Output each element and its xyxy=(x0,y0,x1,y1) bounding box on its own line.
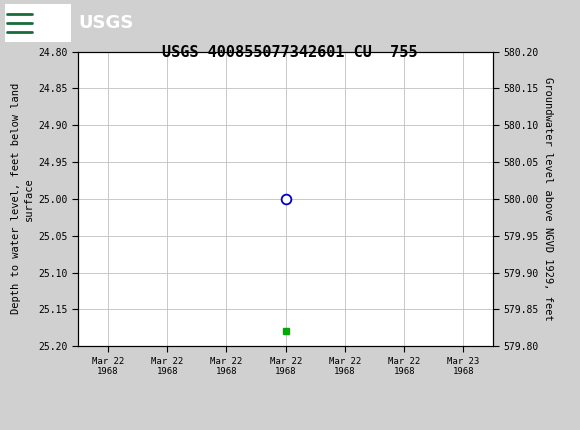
Text: USGS: USGS xyxy=(78,14,133,31)
Y-axis label: Depth to water level, feet below land
surface: Depth to water level, feet below land su… xyxy=(11,83,34,314)
Bar xyxy=(5,3,71,42)
Y-axis label: Groundwater level above NGVD 1929, feet: Groundwater level above NGVD 1929, feet xyxy=(543,77,553,321)
Text: USGS 400855077342601 CU  755: USGS 400855077342601 CU 755 xyxy=(162,45,418,60)
